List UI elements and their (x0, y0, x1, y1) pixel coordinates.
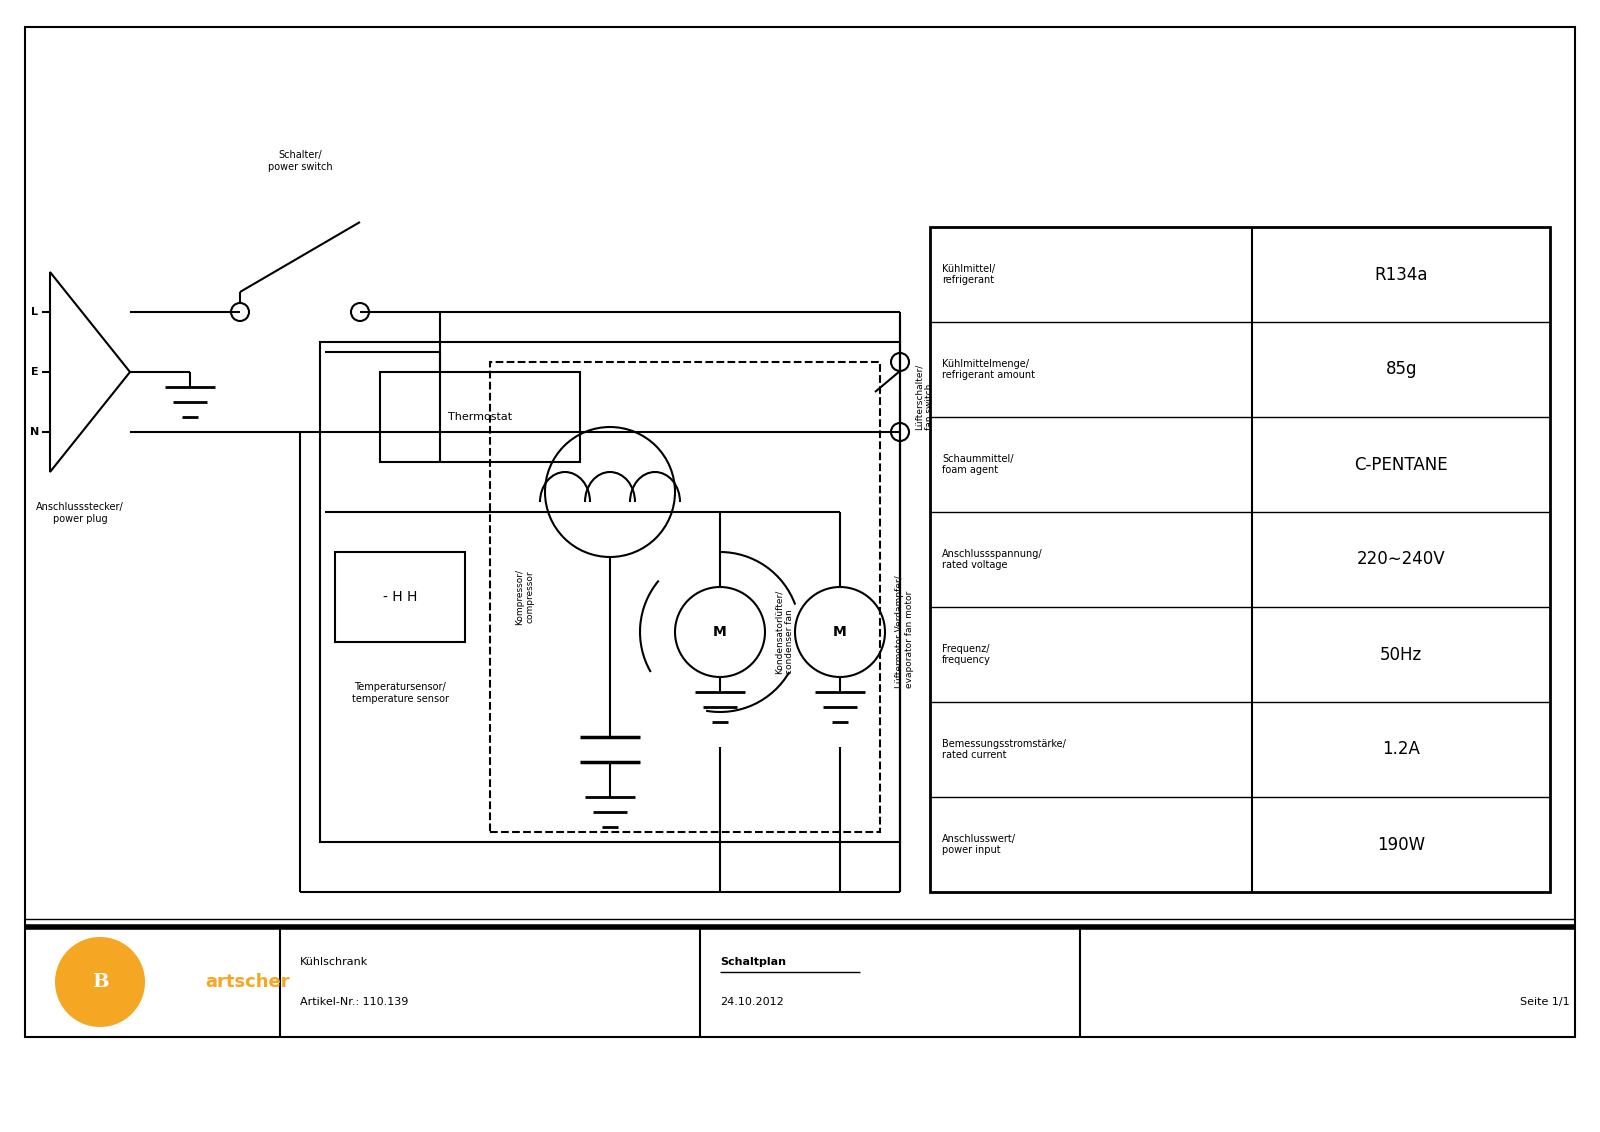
Text: 190W: 190W (1378, 835, 1426, 854)
Text: 220∼240V: 220∼240V (1357, 550, 1445, 568)
Text: Thermostat: Thermostat (448, 412, 512, 422)
Text: Schalter/
power switch: Schalter/ power switch (267, 151, 333, 172)
Text: Anschlusswert/
power input: Anschlusswert/ power input (942, 833, 1016, 856)
Circle shape (54, 937, 146, 1027)
Text: artscher: artscher (205, 974, 290, 990)
Bar (334, 552, 466, 642)
Text: E: E (30, 367, 38, 377)
Text: Schaummittel/
foam agent: Schaummittel/ foam agent (942, 454, 1013, 475)
Text: 24.10.2012: 24.10.2012 (720, 997, 784, 1007)
Text: Lüfterschalter/
fan switch: Lüfterschalter/ fan switch (915, 363, 934, 430)
Text: - H H: - H H (382, 590, 418, 604)
Text: Kühlmittelmenge/
refrigerant amount: Kühlmittelmenge/ refrigerant amount (942, 359, 1035, 380)
Bar (490, 362, 880, 832)
Text: 50Hz: 50Hz (1381, 645, 1422, 663)
Text: Lüftermotor Verdampfer/
evaporator fan motor: Lüftermotor Verdampfer/ evaporator fan m… (894, 576, 915, 688)
Text: Schaltplan: Schaltplan (720, 957, 786, 967)
Text: Bemessungsstromstärke/
rated current: Bemessungsstromstärke/ rated current (942, 739, 1066, 761)
Bar (381, 372, 579, 462)
Bar (320, 342, 899, 842)
Text: Anschlussspannung/
rated voltage: Anschlussspannung/ rated voltage (942, 549, 1043, 571)
Text: R134a: R134a (1374, 266, 1427, 283)
Text: M: M (834, 625, 846, 638)
Text: Kühlmittel/
refrigerant: Kühlmittel/ refrigerant (942, 264, 995, 285)
Text: Temperatursensor/
temperature sensor: Temperatursensor/ temperature sensor (352, 681, 448, 704)
Text: Artikel-Nr.: 110.139: Artikel-Nr.: 110.139 (301, 997, 408, 1007)
Bar (26, 27, 1574, 1037)
Text: Kühlschrank: Kühlschrank (301, 957, 368, 967)
Text: 1.2A: 1.2A (1382, 740, 1421, 758)
Text: B: B (91, 974, 109, 990)
Text: C-PENTANE: C-PENTANE (1354, 455, 1448, 473)
Text: Kompressor/
compressor: Kompressor/ compressor (515, 569, 534, 625)
Text: M: M (714, 625, 726, 638)
Bar (930, 228, 1550, 892)
Text: Kondensatorlüfter/
condenser fan: Kondensatorlüfter/ condenser fan (774, 590, 794, 675)
Text: Seite 1/1: Seite 1/1 (1520, 997, 1570, 1007)
Text: Anschlussstecker/
power plug: Anschlussstecker/ power plug (37, 501, 123, 524)
Text: 85g: 85g (1386, 360, 1418, 378)
Text: L: L (32, 307, 38, 317)
Text: Frequenz/
frequency: Frequenz/ frequency (942, 644, 990, 666)
Text: N: N (30, 427, 40, 437)
